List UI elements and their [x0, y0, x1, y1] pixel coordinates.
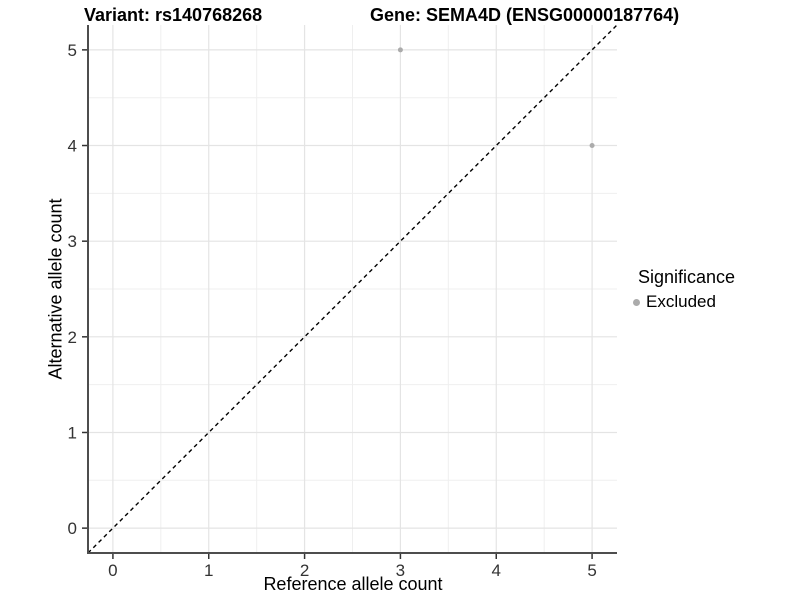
y-tick-label: 4 [68, 137, 77, 156]
x-axis-title: Reference allele count [263, 574, 442, 595]
allele-count-scatter-page: Variant: rs140768268 Gene: SEMA4D (ENSG0… [0, 0, 800, 600]
y-tick-label: 3 [68, 232, 77, 251]
x-tick-label: 5 [587, 561, 596, 580]
data-point [398, 47, 403, 52]
excluded-point-icon [633, 299, 640, 306]
legend-title: Significance [638, 267, 735, 288]
legend-item-excluded: Excluded [633, 292, 735, 312]
y-tick-label: 5 [68, 41, 77, 60]
y-axis-title: Alternative allele count [46, 198, 67, 379]
x-tick-label: 1 [204, 561, 213, 580]
legend-item-label: Excluded [646, 292, 716, 312]
data-point [590, 143, 595, 148]
x-tick-label: 4 [492, 561, 501, 580]
y-tick-label: 0 [68, 519, 77, 538]
y-tick-label: 2 [68, 328, 77, 347]
legend: Significance Excluded [630, 267, 735, 312]
y-tick-label: 1 [68, 423, 77, 442]
x-tick-label: 0 [108, 561, 117, 580]
